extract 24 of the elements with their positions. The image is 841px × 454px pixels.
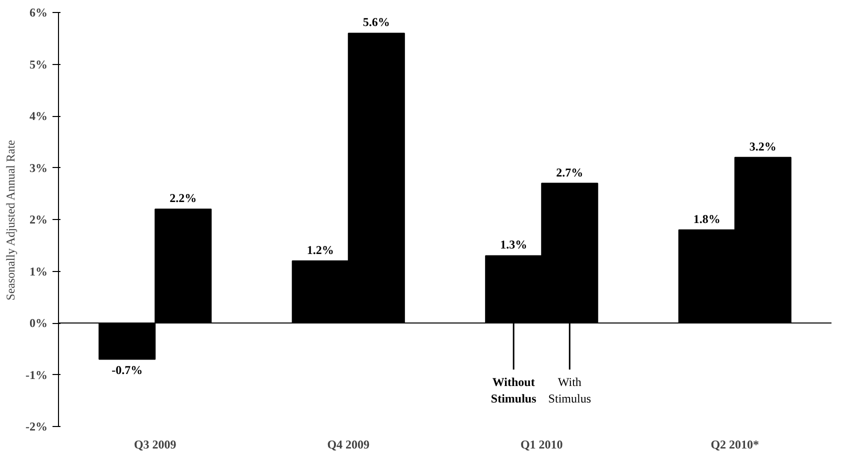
y-tick-label: -1%	[26, 368, 48, 382]
data-label: 1.8%	[693, 212, 720, 226]
text: Without Stimulus	[490, 374, 537, 406]
y-axis-title: Seasonally Adjusted Annual Rate	[4, 140, 18, 300]
data-label: -0.7%	[112, 363, 143, 378]
data-label: 3.2%	[749, 139, 776, 154]
x-tick-label: Q2 2010*	[710, 438, 760, 452]
data-label: 2.2%	[170, 191, 197, 206]
y-tick-label: 0%	[30, 316, 48, 330]
data-label: 1.2%	[306, 242, 334, 257]
y-tick-label: 3%	[30, 160, 48, 175]
y-tick-label: 4%	[30, 109, 48, 123]
y-tick-label: 5%	[30, 57, 48, 72]
y-tick-label: 2%	[30, 212, 48, 226]
y-tick-label: 6%	[30, 6, 48, 20]
y-tick-label: 1%	[30, 264, 48, 278]
x-tick-label: Q1 2010	[520, 438, 563, 452]
y-tick-label: -2%	[26, 420, 48, 434]
data-label: 1.3%	[500, 238, 528, 252]
data-label: 5.6%	[362, 15, 390, 30]
text: With Stimulus	[548, 374, 592, 406]
data-label: 2.7%	[556, 165, 584, 180]
x-tick-label: Q3 2009	[134, 438, 176, 452]
x-tick-label: Q4 2009	[327, 438, 370, 452]
